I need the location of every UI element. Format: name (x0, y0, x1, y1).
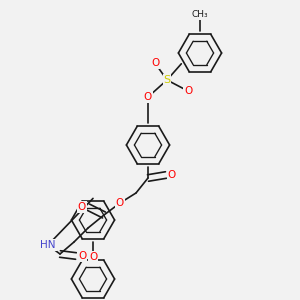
Text: S: S (164, 75, 171, 85)
Text: O: O (144, 92, 152, 102)
Text: O: O (116, 198, 124, 208)
Text: O: O (168, 170, 176, 180)
Text: HN: HN (40, 240, 56, 250)
Text: O: O (78, 202, 86, 212)
Text: O: O (151, 58, 159, 68)
Text: O: O (184, 86, 192, 96)
Text: CH₃: CH₃ (192, 11, 208, 20)
Text: O: O (78, 251, 86, 261)
Text: O: O (89, 252, 97, 262)
